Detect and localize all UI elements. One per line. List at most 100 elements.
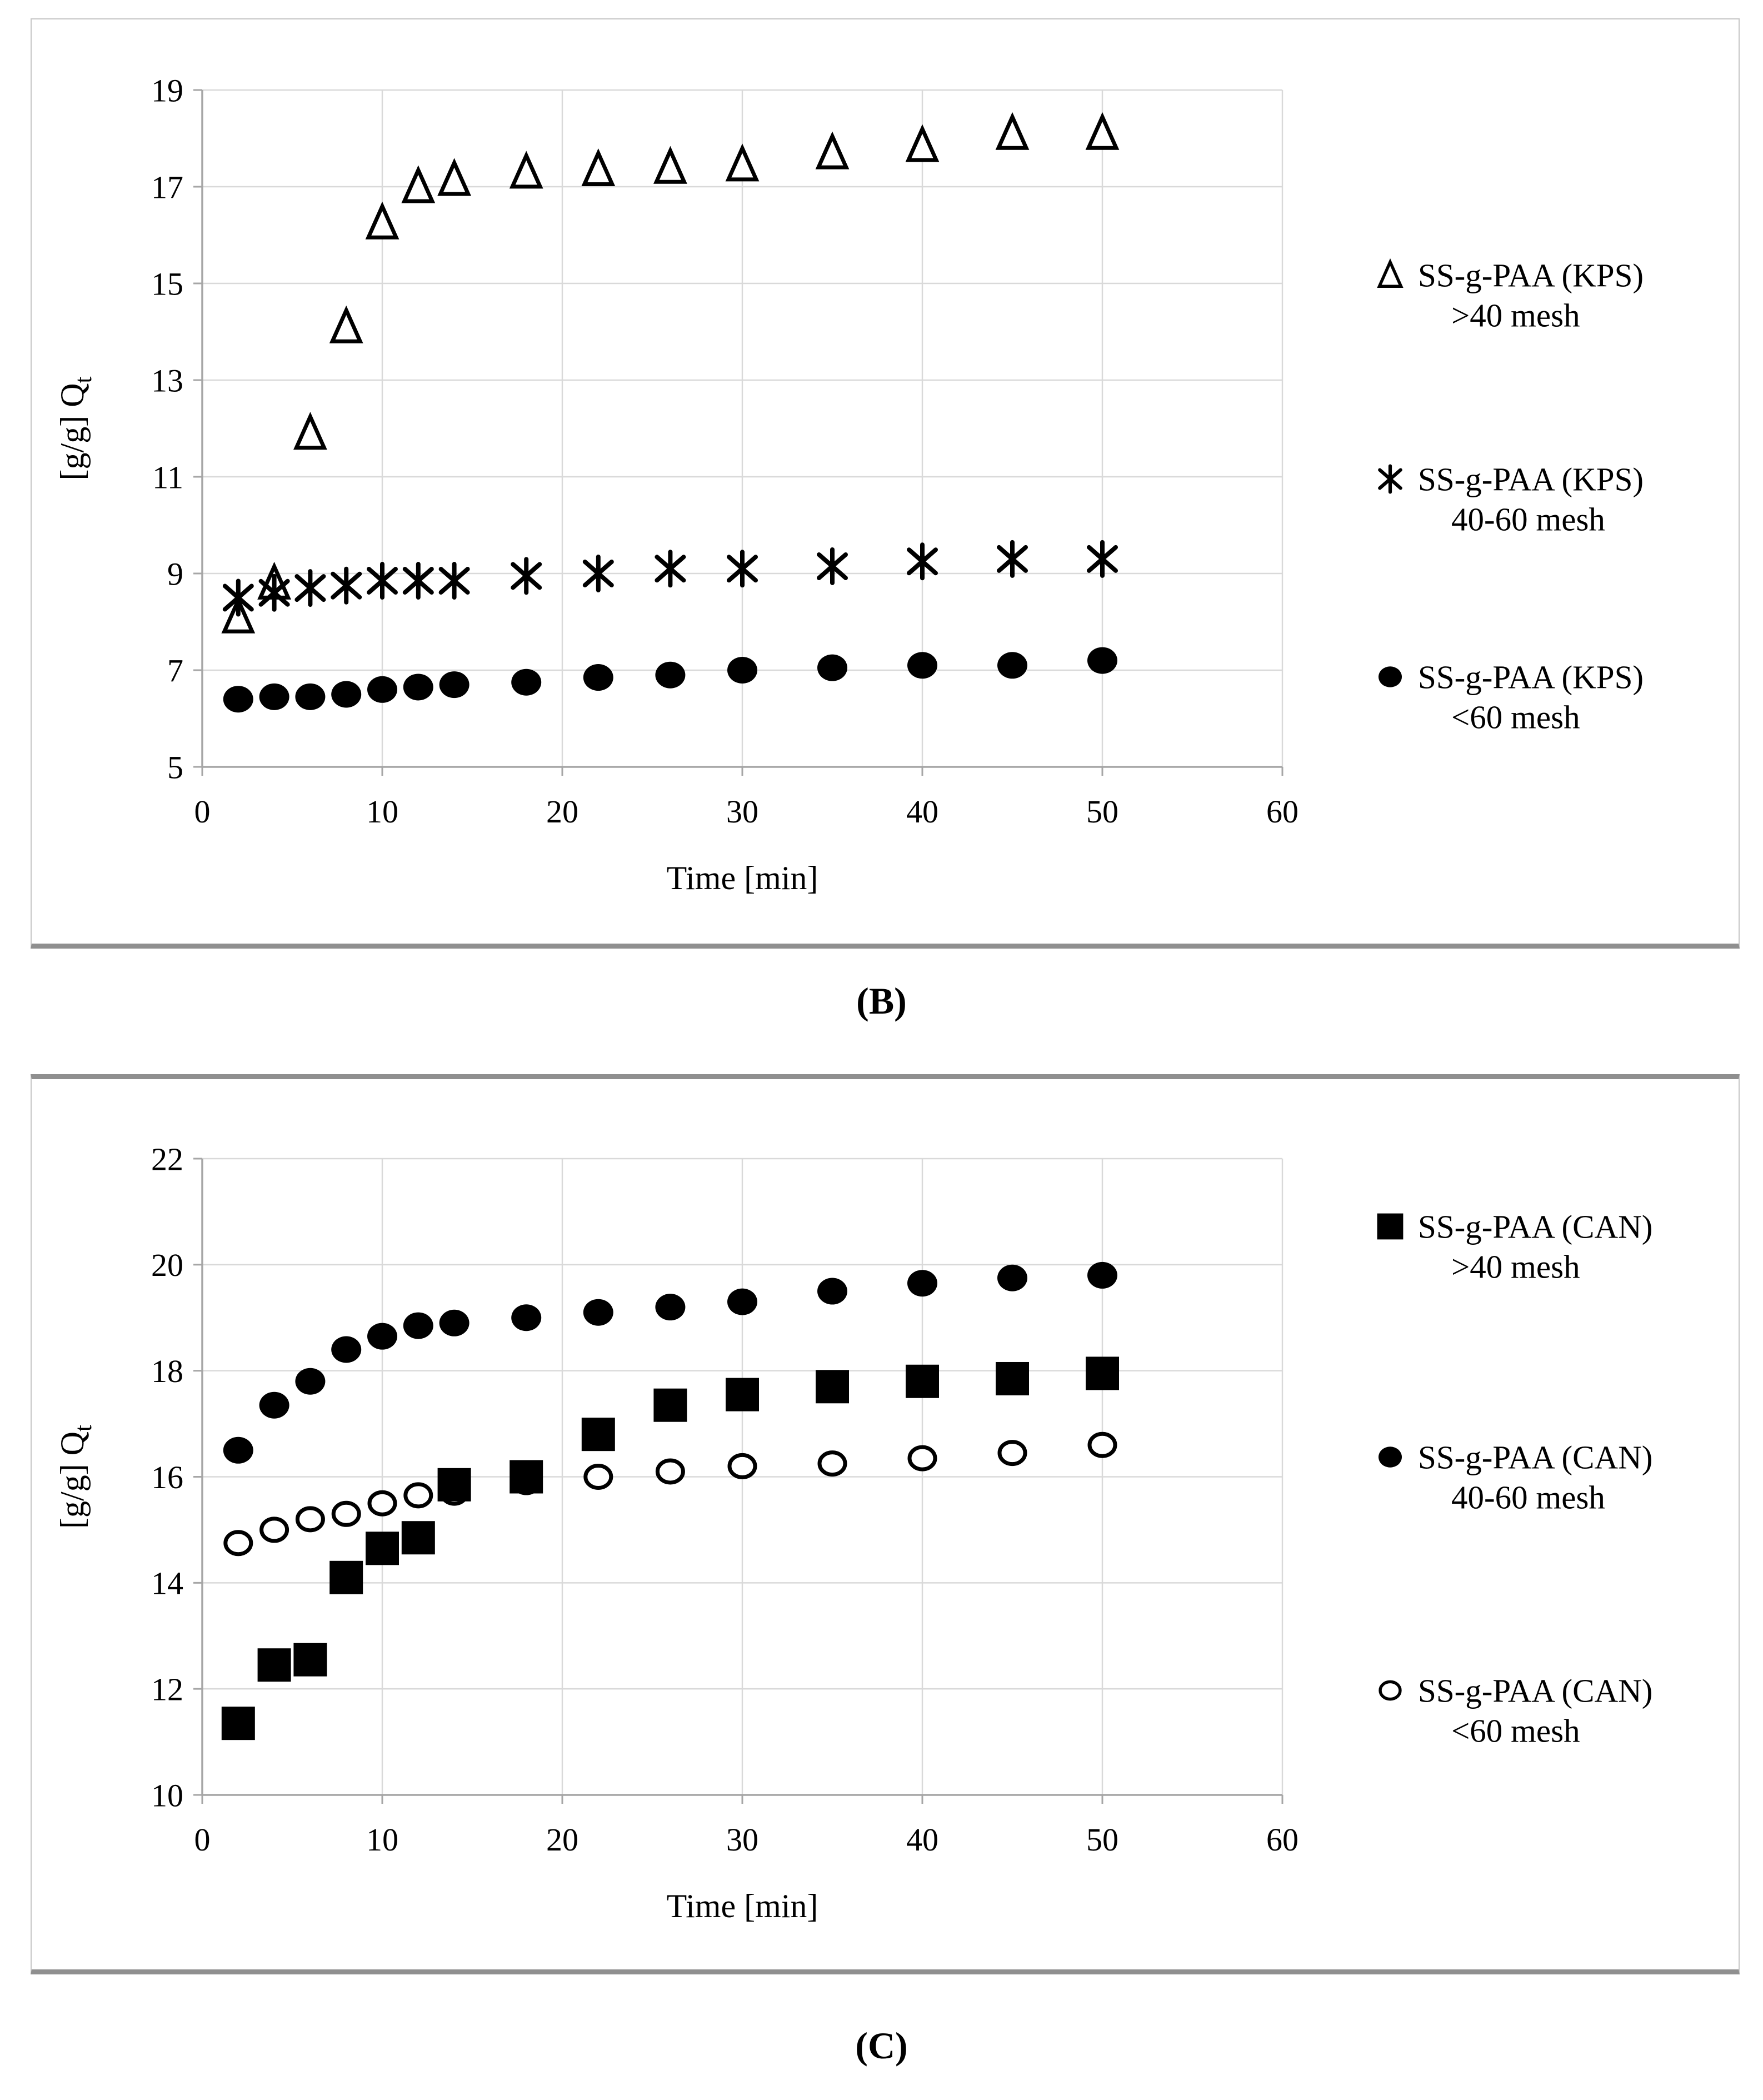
asterisk-marker — [258, 573, 290, 612]
asterisk-stroke — [438, 567, 470, 595]
triangle-marker — [437, 158, 471, 196]
x-tick-label: 0 — [194, 794, 211, 830]
triangle-marker — [581, 148, 616, 187]
asterisk-stroke — [367, 567, 398, 595]
y-tick-label: 14 — [151, 1565, 183, 1602]
legend-label: 40-60 mesh — [1451, 501, 1605, 538]
legend-item: SS-g-PAA (KPS)40-60 mesh — [1378, 461, 1644, 538]
filled-circle-marker — [655, 661, 686, 689]
open-circle-marker — [1087, 1431, 1117, 1458]
asterisk-marker — [727, 550, 758, 588]
filled-circle-marker — [997, 652, 1027, 679]
y-tick-label: 20 — [151, 1247, 183, 1283]
filled-square-marker — [581, 1418, 615, 1451]
triangle-marker — [725, 143, 760, 182]
filled-square-marker — [996, 1361, 1029, 1395]
open-circle-marker — [295, 1506, 325, 1533]
y-tick-label: 12 — [151, 1671, 183, 1707]
filled-square-marker — [257, 1648, 291, 1682]
y-tick-label: 18 — [151, 1353, 183, 1389]
asterisk-marker — [294, 569, 326, 607]
filled-circle-marker — [511, 1304, 542, 1331]
filled-square-marker — [401, 1521, 435, 1555]
x-tick-label: 0 — [194, 1822, 211, 1858]
filled-circle-marker — [817, 1278, 847, 1305]
x-tick-label: 60 — [1266, 794, 1298, 830]
filled-circle-marker — [727, 657, 757, 684]
x-tick-label: 50 — [1086, 1822, 1118, 1858]
asterisk-stroke — [907, 547, 938, 576]
asterisk-marker — [402, 562, 434, 600]
asterisk-stroke — [1378, 468, 1402, 490]
asterisk-stroke — [1087, 545, 1118, 573]
triangle-marker — [329, 305, 363, 343]
filled-circle-marker — [907, 1270, 937, 1297]
filled-square-marker — [293, 1643, 327, 1677]
legend-label: SS-g-PAA (KPS) — [1418, 461, 1644, 498]
data-series-c-1 — [223, 1261, 1117, 1464]
x-tick-label: 30 — [726, 1822, 758, 1858]
triangle-marker — [365, 201, 399, 240]
open-circle-marker — [367, 1490, 397, 1517]
open-circle-marker — [655, 1458, 685, 1485]
filled-circle-marker — [727, 1288, 757, 1315]
y-tick-label: 7 — [167, 652, 183, 689]
triangle-marker — [293, 412, 327, 450]
open-circle-marker — [331, 1500, 361, 1527]
x-axis-title: Time [min] — [667, 860, 818, 896]
filled-circle-marker — [295, 1368, 326, 1395]
filled-square-marker — [329, 1560, 363, 1594]
panel-b — [31, 18, 1740, 949]
asterisk-stroke — [582, 560, 614, 587]
legend-label: SS-g-PAA (KPS) — [1418, 257, 1644, 294]
y-tick-label: 15 — [151, 266, 183, 302]
triangle-marker — [815, 131, 850, 169]
panel-b-caption: (B) — [856, 980, 907, 1022]
filled-circle-marker — [1378, 666, 1402, 687]
filled-circle-marker — [997, 1264, 1027, 1291]
asterisk-stroke — [258, 578, 290, 607]
filled-square-marker — [366, 1532, 399, 1565]
asterisk-marker — [511, 557, 542, 595]
filled-circle-marker — [439, 671, 470, 699]
y-tick-label: 17 — [151, 169, 183, 205]
asterisk-stroke — [331, 571, 362, 600]
filled-square-marker — [1086, 1356, 1119, 1390]
y-tick-label: 10 — [151, 1777, 183, 1813]
open-circle-marker — [907, 1445, 937, 1472]
asterisk-marker — [367, 562, 398, 600]
legend-item: SS-g-PAA (CAN) >40 mesh — [1377, 1209, 1652, 1285]
asterisk-marker — [222, 578, 254, 617]
x-tick-label: 60 — [1266, 1822, 1298, 1858]
legend-label: SS-g-PAA (CAN) — [1418, 1209, 1652, 1245]
triangle-marker — [653, 146, 687, 184]
asterisk-stroke — [997, 545, 1028, 573]
open-circle-marker — [817, 1450, 847, 1477]
y-tick-label: 11 — [152, 459, 183, 495]
asterisk-stroke — [222, 583, 254, 612]
triangle-marker — [905, 124, 940, 162]
filled-square-marker — [653, 1388, 687, 1422]
y-axis-title: [g/g] Qt — [54, 376, 97, 480]
filled-circle-marker — [367, 1323, 397, 1350]
x-tick-label: 30 — [726, 794, 758, 830]
filled-circle-marker — [907, 652, 937, 679]
asterisk-stroke — [511, 562, 542, 590]
asterisk-marker — [331, 566, 362, 605]
filled-circle-marker — [403, 674, 433, 701]
filled-circle-marker — [1378, 1446, 1402, 1468]
filled-circle-marker — [259, 683, 289, 710]
legend-label: SS-g-PAA (CAN) — [1418, 1439, 1652, 1476]
filled-circle-marker — [331, 1336, 362, 1363]
legend-item: SS-g-PAA (KPS)>40 mesh — [1377, 257, 1644, 334]
y-axis-title: [g/g] Qt — [54, 1425, 97, 1529]
legend-label: <60 mesh — [1451, 699, 1580, 736]
filled-circle-marker — [367, 676, 397, 703]
y-tick-label: 22 — [151, 1141, 183, 1177]
filled-square-marker — [906, 1364, 939, 1398]
asterisk-stroke — [294, 574, 326, 602]
filled-circle-marker — [1087, 647, 1117, 674]
data-series-c-0 — [221, 1356, 1119, 1740]
asterisk-stroke — [655, 555, 686, 583]
filled-circle-marker — [817, 654, 847, 681]
